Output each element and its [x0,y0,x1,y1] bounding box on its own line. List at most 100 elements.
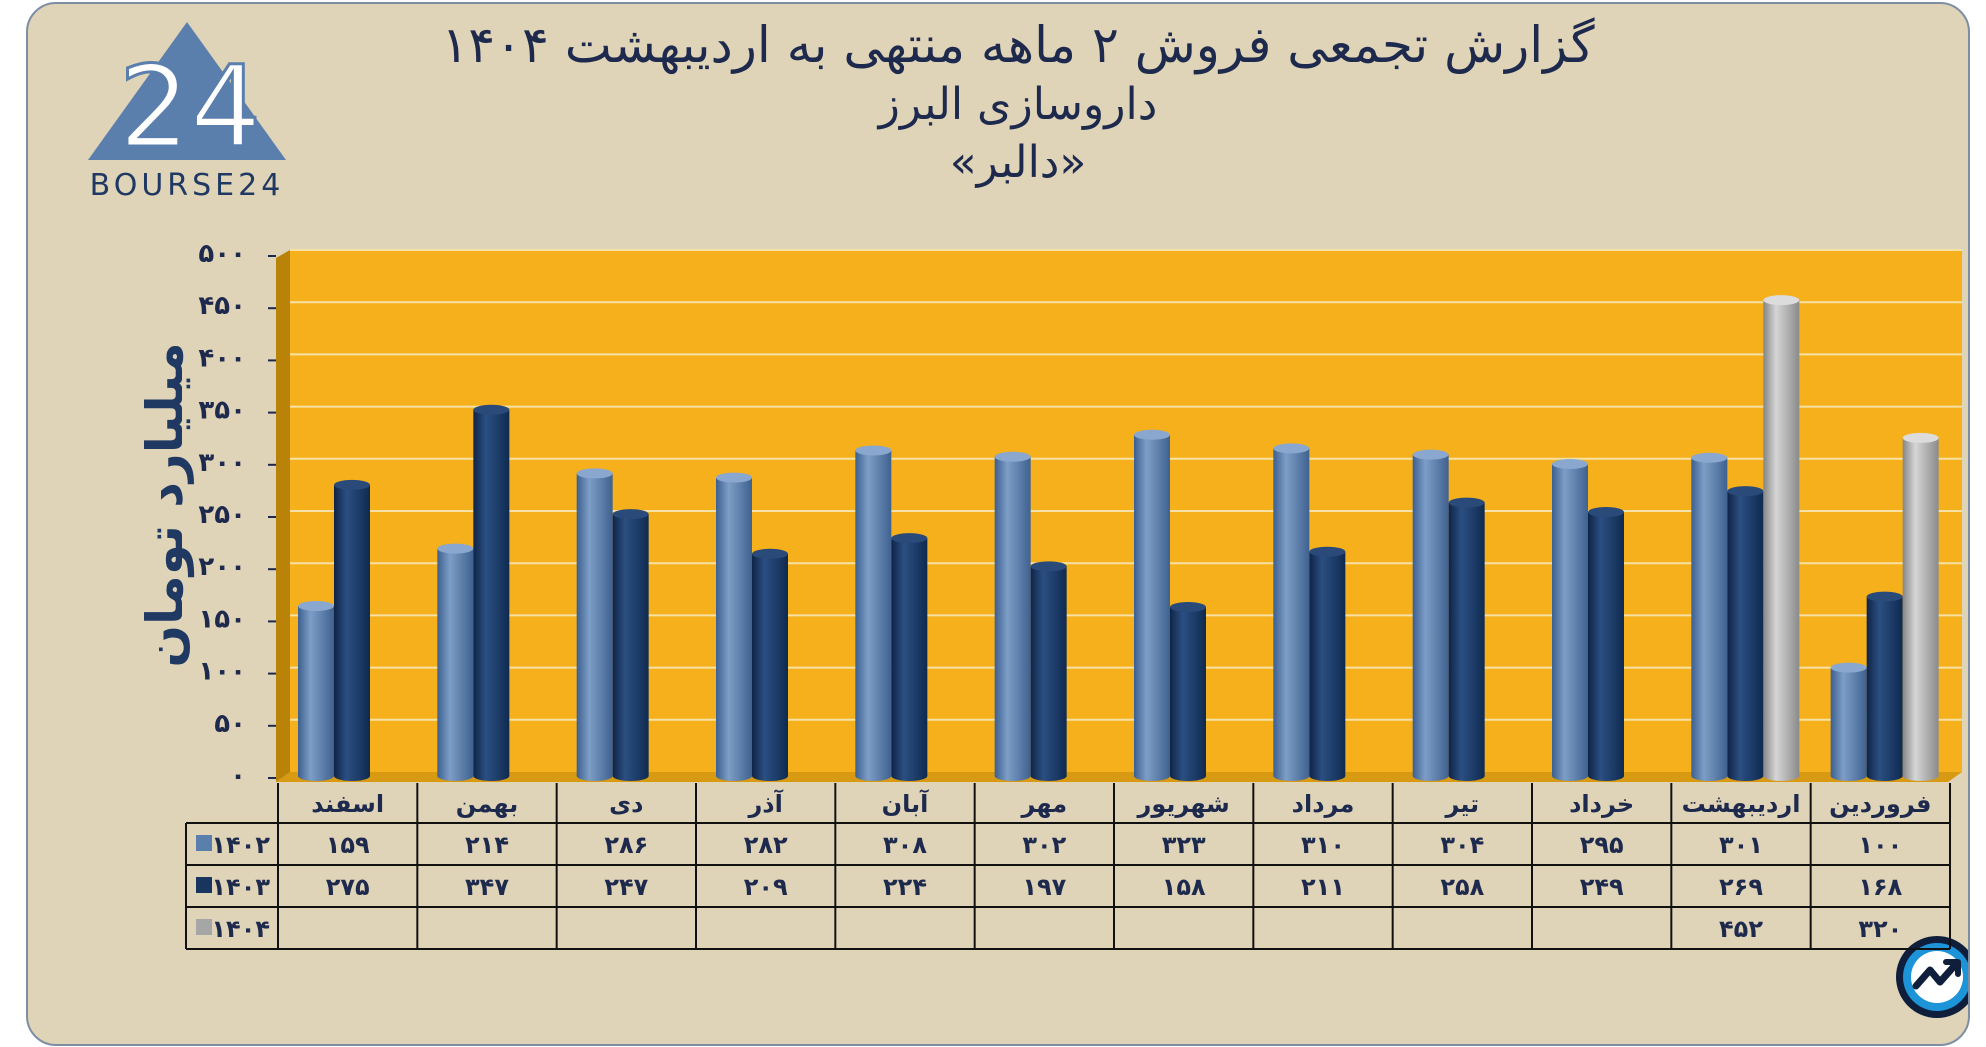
x-category-label: فروردین [1829,790,1931,818]
bar-top-1402 [576,468,613,479]
data-label: ۲۴۷ [604,873,648,901]
bar-1404 [1902,437,1939,776]
bar-1402 [298,606,334,776]
legend-swatch-1404 [196,919,212,935]
data-label: ۳۲۰ [1858,915,1902,943]
data-label: ۲۰۹ [744,873,788,901]
x-category-label: اردیبهشت [1682,790,1801,818]
bar-1402 [994,456,1031,776]
data-label: ۱۵۹ [326,831,370,859]
y-tick-label: ۱۰۰ [198,657,246,687]
data-label: ۴۵۲ [1719,915,1763,943]
bar-base-1403 [1588,771,1624,781]
brand-badge-icon [1896,936,1968,1018]
bar-1403 [334,484,370,776]
bar-base-1402 [437,771,474,781]
bar-1402 [716,477,752,776]
bar-1403 [1448,502,1485,776]
x-category-label: اسفند [311,790,384,818]
bar-1402 [1830,667,1867,776]
bar-1402 [1134,434,1170,776]
data-label: ۱۶۸ [1858,873,1902,901]
bar-1403 [1309,551,1346,776]
bar-1404 [1763,300,1800,776]
bar-base-1403 [1030,771,1067,781]
data-label: ۱۵۸ [1162,873,1206,901]
y-tick-label: ۲۵۰ [198,500,246,530]
data-label: ۳۱۰ [1301,831,1345,859]
bar-base-1403 [891,771,928,781]
bar-1403 [1866,596,1903,776]
bar-base-1402 [576,771,613,781]
data-label: ۳۰۴ [1440,831,1484,859]
x-category-label: شهریور [1137,790,1230,818]
bar-1403 [473,409,510,776]
bar-top-1402 [437,543,474,554]
bar-base-1402 [1830,771,1867,781]
data-label: ۲۶۹ [1719,873,1763,901]
bar-base-1402 [1552,771,1588,781]
x-category-label: مرداد [1292,790,1355,818]
data-label: ۲۱۴ [465,831,509,859]
bar-1402 [1691,457,1728,776]
logo-mark: 24 [119,43,262,168]
data-label: ۳۴۷ [465,873,509,901]
plot-floor [276,772,1962,782]
y-tick-label: ۳۰۰ [198,448,246,478]
bar-top-1402 [1691,452,1728,463]
bar-top-1403 [1309,546,1346,557]
data-label: ۳۰۱ [1719,831,1763,859]
bar-top-1402 [1412,449,1449,460]
data-label: ۲۵۸ [1440,873,1484,901]
bar-1403 [612,514,649,776]
bar-base-1403 [1866,771,1903,781]
y-tick-label: ۲۰۰ [198,552,246,582]
bar-top-1403 [1170,602,1206,613]
bar-top-1403 [1866,591,1903,602]
bar-1403 [891,538,928,776]
x-category-label: آذر [747,789,783,818]
data-label: ۳۰۸ [883,831,927,859]
y-tick-label: ۳۵۰ [198,396,246,426]
data-label: ۲۱۱ [1301,873,1345,901]
bar-top-1403 [1448,497,1485,508]
bar-top-1403 [1588,507,1624,518]
gridlines [290,249,1962,721]
bar-base-1403 [334,771,370,781]
y-tick-label: ۱۵۰ [198,604,246,634]
data-label: ۲۸۶ [604,831,648,859]
bar-1403 [1030,566,1067,776]
bar-top-1404 [1902,432,1939,443]
bar-base-1403 [1170,771,1206,781]
bar-top-1403 [1727,486,1764,497]
bar-1403 [1170,607,1206,776]
legend-swatch-1403 [196,877,212,893]
bar-base-1403 [473,771,510,781]
data-label: ۲۴۹ [1580,873,1624,901]
legend-label-1403: ۱۴۰۳ [211,873,270,901]
company-name: داروسازی البرز [878,79,1158,130]
bar-base-1402 [1691,771,1728,781]
bar-top-1403 [612,509,649,520]
legend-label-1402: ۱۴۰۲ [211,831,270,859]
y-tick-label: ۴۵۰ [198,291,246,321]
bar-1402 [855,450,892,776]
bar-top-1402 [1273,443,1310,454]
legend-swatch-1402 [196,835,212,851]
bar-base-1403 [1448,771,1485,781]
data-label: ۳۲۳ [1162,831,1206,859]
data-label: ۲۹۵ [1580,831,1624,859]
y-tick-label: ۴۰۰ [198,343,246,373]
plot-side-wall [276,250,290,782]
bar-top-1402 [1552,459,1588,470]
bar-top-1402 [1134,429,1170,440]
bar-1403 [1727,491,1764,776]
bar-top-1402 [855,445,892,456]
bar-top-1402 [716,472,752,483]
x-category-label: مهر [1021,790,1068,818]
bar-top-1404 [1763,295,1800,306]
x-category-label: بهمن [456,790,519,818]
bar-1403 [1588,512,1624,776]
bar-base-1402 [994,771,1031,781]
